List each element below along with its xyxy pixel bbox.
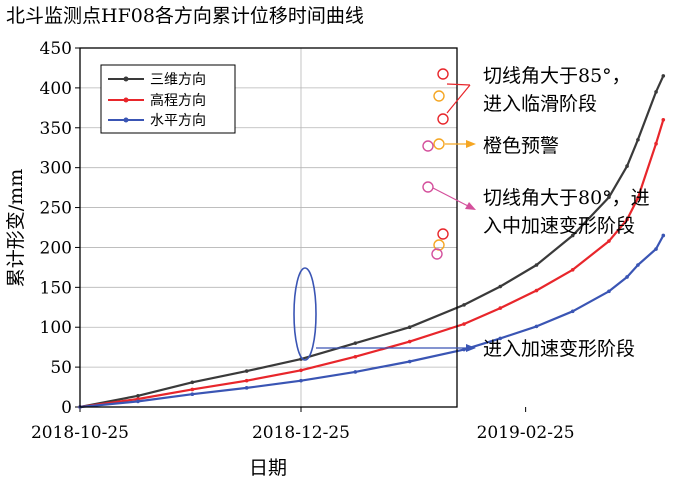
series-1-point-15 <box>661 118 666 122</box>
annot-85-line1: 切线角大于85°， <box>483 65 631 87</box>
annotation-markers <box>293 68 476 361</box>
marker-horiz-85 <box>437 228 449 240</box>
annot-80-line2: 入中加速变形阶段 <box>483 215 635 237</box>
accel-arrow-head <box>466 344 476 352</box>
marker-3d-85 <box>437 68 449 80</box>
series-2-point-12 <box>625 275 629 279</box>
legend-label-3d: 三维方向 <box>150 72 206 88</box>
plot-frame <box>79 47 458 408</box>
accel-ellipse <box>293 267 317 361</box>
series-2-point-4 <box>299 378 303 383</box>
series-0-point-13 <box>636 137 640 142</box>
annot-accel: 进入加速变形阶段 <box>483 338 635 360</box>
series-1-point-12 <box>625 217 629 222</box>
series-0-point-9 <box>534 263 539 267</box>
y-axis-label: 累计形变/mm <box>5 169 27 287</box>
series-1-point-10 <box>570 267 575 272</box>
series-0-point-12 <box>625 164 629 168</box>
y-tick-label-100: 100 <box>40 318 72 338</box>
series-2-point-13 <box>636 263 640 267</box>
series-0-point-7 <box>462 303 466 307</box>
series-1-point-7 <box>462 322 466 326</box>
y-tick-label-150: 150 <box>40 278 72 298</box>
series-0-point-1 <box>136 394 140 398</box>
annotations: 切线角大于85°， 进入临滑阶段 橙色预警 切线角大于80°，进 入中加速变形阶… <box>483 65 650 360</box>
series-2-point-11 <box>607 289 611 294</box>
arrow-80-head <box>465 202 476 210</box>
series-1-point-2 <box>190 387 195 392</box>
series-0-point-2 <box>190 380 195 385</box>
series-line-0 <box>79 75 665 409</box>
series-2-point-5 <box>353 370 358 374</box>
annot-85-line2: 进入临滑阶段 <box>483 93 597 115</box>
series-2-point-2 <box>190 392 195 397</box>
annot-orange: 橙色预警 <box>483 135 559 157</box>
y-axis-ticks: 0 50 100 150 200 250 300 350 400 450 <box>40 39 80 418</box>
y-tick-label-300: 300 <box>40 159 72 179</box>
y-tick-label-50: 50 <box>50 358 72 378</box>
y-tick-label-0: 0 <box>61 398 72 418</box>
y-tick-label-350: 350 <box>40 119 72 139</box>
legend-label-horiz: 水平方向 <box>150 113 206 129</box>
series-2-point-9 <box>534 324 539 329</box>
series-line-2 <box>79 234 665 409</box>
series-layer <box>78 74 666 409</box>
y-tick-label-450: 450 <box>40 39 72 59</box>
marker-3d-orange <box>433 90 445 102</box>
marker-elev-80 <box>422 181 434 193</box>
chart-title: 北斗监测点HF08各方向累计位移时间曲线 <box>6 5 364 27</box>
y-tick-label-200: 200 <box>40 238 72 258</box>
series-2-point-10 <box>570 309 575 314</box>
series-2-point-15 <box>661 233 666 238</box>
series-1-point-11 <box>607 239 611 243</box>
arrow-80-line <box>432 187 469 207</box>
x-axis-ticks: 2018-10-25 2018-12-25 2019-02-25 <box>31 407 575 443</box>
marker-elev-85 <box>437 113 449 125</box>
series-1-point-8 <box>498 306 503 310</box>
legend-marker-elev <box>123 97 129 103</box>
series-1-point-4 <box>299 368 303 373</box>
y-tick-label-400: 400 <box>40 79 72 99</box>
legend-label-elev: 高程方向 <box>150 92 206 109</box>
series-0-point-14 <box>654 90 658 94</box>
series-0-point-5 <box>353 341 358 345</box>
series-2-point-8 <box>498 336 503 341</box>
legend: 三维方向 高程方向 水平方向 <box>100 64 236 134</box>
series-2-point-6 <box>407 359 412 364</box>
legend-marker-horiz <box>123 117 129 123</box>
series-1-point-9 <box>534 288 539 293</box>
series-1-point-6 <box>407 339 412 344</box>
arrow-85-line-2 <box>446 84 471 114</box>
x-axis-label: 日期 <box>249 457 287 479</box>
series-2-point-14 <box>654 247 658 251</box>
arrow-orange-head <box>466 140 476 148</box>
marker-horiz-80 <box>431 248 443 260</box>
series-0-point-6 <box>407 325 412 330</box>
series-1-point-3 <box>244 378 249 383</box>
series-2-point-1 <box>136 399 140 404</box>
series-0-point-8 <box>498 284 503 289</box>
series-2-point-7 <box>462 347 466 352</box>
arrow-85-line <box>446 83 471 86</box>
series-1-point-13 <box>636 196 640 200</box>
series-1-point-5 <box>353 354 358 359</box>
series-0-point-15 <box>661 74 666 78</box>
annot-80-line1: 切线角大于80°，进 <box>483 187 650 209</box>
series-line-1 <box>79 119 665 409</box>
series-0-point-11 <box>607 195 611 199</box>
x-tick-label-0: 2018-10-25 <box>31 423 129 443</box>
y-tick-label-250: 250 <box>40 199 72 219</box>
series-2-point-3 <box>244 386 249 390</box>
marker-horiz-orange <box>433 239 445 251</box>
x-tick-label-2: 2019-02-25 <box>477 423 575 443</box>
x-tick-label-1: 2018-12-25 <box>252 423 350 443</box>
series-0-point-3 <box>244 369 249 373</box>
series-1-point-14 <box>654 141 658 146</box>
marker-elev-orange <box>433 138 445 150</box>
series-0-point-10 <box>570 233 575 238</box>
marker-3d-80 <box>422 140 434 152</box>
legend-marker-3d <box>123 76 129 82</box>
